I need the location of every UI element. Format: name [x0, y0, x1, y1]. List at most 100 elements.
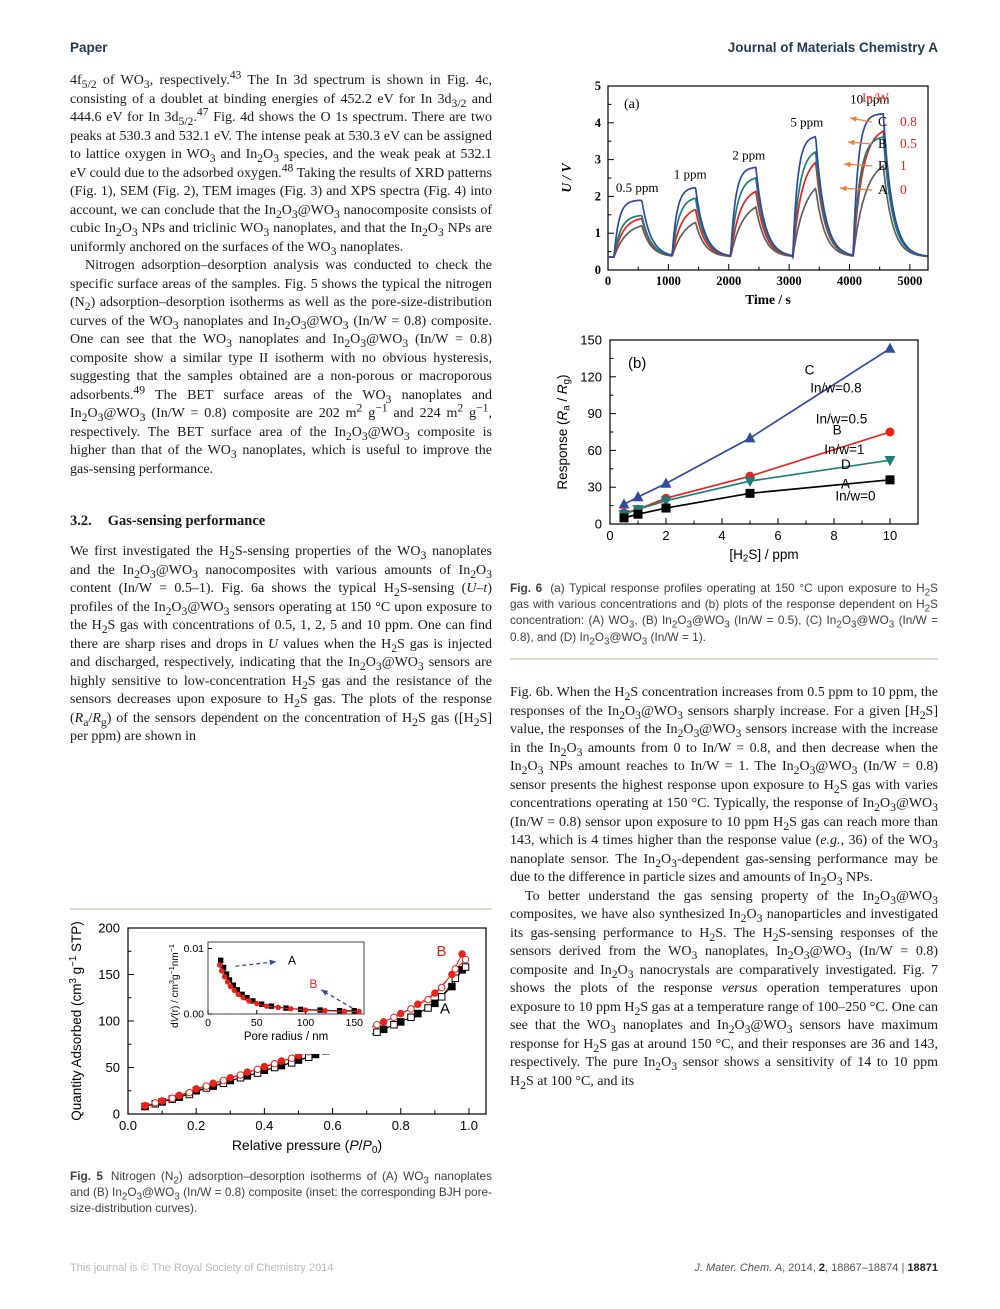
svg-text:C: C	[878, 114, 887, 129]
svg-text:0: 0	[595, 263, 601, 277]
svg-text:Time / s: Time / s	[745, 292, 791, 307]
svg-text:30: 30	[588, 480, 602, 495]
svg-text:50: 50	[106, 1060, 120, 1075]
footer-citation: J. Mater. Chem. A, 2014, 2, 18867–18874 …	[694, 1262, 938, 1274]
footer-journal-abbrev: J. Mater. Chem. A	[694, 1262, 783, 1274]
svg-text:B: B	[833, 422, 842, 437]
svg-text:0.00: 0.00	[184, 1009, 205, 1021]
svg-text:Relative pressure (P/P0): Relative pressure (P/P0)	[232, 1137, 382, 1156]
svg-text:D: D	[878, 158, 888, 173]
footer-volume: 2	[818, 1262, 825, 1274]
svg-text:1: 1	[595, 226, 601, 240]
section-heading: 3.2. Gas-sensing performance	[70, 513, 492, 530]
svg-text:A: A	[841, 476, 850, 491]
svg-text:Response (Ra / Rg): Response (Ra / Rg)	[555, 374, 573, 489]
svg-text:0.0: 0.0	[119, 1118, 137, 1133]
svg-text:B: B	[309, 977, 317, 991]
paragraph: Nitrogen adsorption–desorption analysis …	[70, 258, 493, 477]
svg-text:100: 100	[297, 1017, 315, 1029]
svg-text:B: B	[878, 136, 887, 151]
svg-text:150: 150	[98, 967, 120, 982]
figure-6-caption: Fig. 6 (a) Typical response profiles oper…	[510, 581, 939, 647]
svg-text:In/w=0.5: In/w=0.5	[816, 411, 867, 426]
svg-text:0: 0	[595, 517, 602, 532]
svg-text:90: 90	[588, 406, 602, 421]
svg-text:A: A	[440, 1001, 450, 1018]
svg-text:(a): (a)	[624, 97, 640, 112]
svg-text:D: D	[841, 457, 851, 472]
header-paper-type: Paper	[70, 40, 108, 55]
figure-5-chart: 0.0 0.2 0.4 0.6 0.8 1.0 0 50 100 150 200 Relative p…	[68, 921, 487, 1156]
svg-text:5: 5	[595, 79, 601, 93]
svg-text:A: A	[288, 953, 296, 967]
svg-text:1 ppm: 1 ppm	[674, 167, 707, 182]
footer-copyright: This journal is © The Royal Society of C…	[70, 1262, 334, 1274]
svg-text:1.0: 1.0	[460, 1118, 478, 1133]
svg-text:60: 60	[588, 443, 602, 458]
left-column: 4f5/2 of WO3, respectively.43 The In 3d …	[70, 68, 493, 747]
svg-text:1000: 1000	[656, 274, 681, 288]
svg-text:10: 10	[883, 528, 897, 543]
section-number: 3.2.	[70, 513, 92, 529]
svg-text:2 ppm: 2 ppm	[732, 148, 765, 163]
svg-text:0: 0	[113, 1107, 120, 1122]
svg-text:2000: 2000	[716, 274, 741, 288]
svg-text:In/w=0: In/w=0	[835, 489, 875, 504]
svg-text:1: 1	[900, 158, 907, 173]
svg-text:U / V: U / V	[559, 162, 574, 192]
svg-text:Quantity Adsorbed (cm3 g−1 STP: Quantity Adsorbed (cm3 g−1 STP)	[68, 921, 84, 1121]
svg-text:8: 8	[830, 528, 837, 543]
right-column: Fig. 6b. When the H2S concentration incr…	[510, 684, 938, 1091]
svg-text:150: 150	[580, 333, 602, 348]
paragraph: We first investigated the H2S-sensing pr…	[70, 544, 493, 744]
svg-text:100: 100	[98, 1014, 120, 1029]
header-journal-name: Journal of Materials Chemistry A	[727, 40, 938, 55]
svg-text:5000: 5000	[897, 274, 922, 288]
svg-text:4: 4	[595, 116, 602, 130]
figure-5-caption-label: Fig. 5	[70, 1169, 103, 1183]
svg-text:120: 120	[580, 369, 602, 384]
section-title: Gas-sensing performance	[107, 513, 266, 529]
figure-6b-chart: 0 2 4 6 8 10 0 30 60 90 120 150 [H2S] / ppm Response …	[555, 333, 919, 565]
svg-text:6: 6	[774, 528, 781, 543]
svg-text:0.5: 0.5	[900, 136, 917, 151]
svg-text:10 ppm: 10 ppm	[850, 92, 889, 107]
svg-text:0.5 ppm: 0.5 ppm	[616, 180, 659, 195]
paragraph: 4f5/2 of WO3, respectively.43 The In 3d …	[70, 68, 493, 258]
svg-text:0: 0	[605, 274, 611, 288]
svg-text:Pore radius / nm: Pore radius / nm	[244, 1031, 328, 1043]
paragraph: Fig. 6b. When the H2S concentration incr…	[510, 685, 939, 888]
svg-text:B: B	[437, 943, 447, 960]
svg-text:0: 0	[606, 528, 613, 543]
svg-text:150: 150	[345, 1017, 363, 1029]
svg-text:0.01: 0.01	[184, 943, 205, 955]
figure-separator-line	[70, 908, 492, 910]
svg-text:0.8: 0.8	[392, 1118, 410, 1133]
svg-text:(b): (b)	[628, 355, 646, 372]
figure-6-caption-label: Fig. 6	[510, 581, 543, 595]
svg-text:2: 2	[595, 189, 601, 203]
paragraph: To better understand the gas sensing pro…	[510, 888, 939, 1092]
svg-text:3000: 3000	[777, 274, 802, 288]
svg-text:C: C	[805, 362, 815, 377]
svg-text:0.6: 0.6	[324, 1118, 342, 1133]
svg-text:0.4: 0.4	[255, 1118, 273, 1133]
svg-text:200: 200	[98, 921, 120, 936]
footer-page-number: 18871	[907, 1262, 938, 1274]
svg-text:0: 0	[900, 182, 907, 197]
svg-text:[H2S] / ppm: [H2S] / ppm	[729, 547, 798, 565]
svg-text:In/w=1: In/w=1	[824, 442, 864, 457]
svg-text:5 ppm: 5 ppm	[790, 114, 823, 129]
figure-separator-line	[510, 658, 938, 660]
svg-text:dV(r) / cm3g−1nm−1: dV(r) / cm3g−1nm−1	[167, 944, 181, 1028]
svg-text:0: 0	[205, 1017, 211, 1029]
svg-text:0.2: 0.2	[187, 1118, 205, 1133]
svg-text:0.8: 0.8	[900, 114, 917, 129]
svg-text:4: 4	[718, 528, 725, 543]
svg-text:3: 3	[595, 153, 601, 167]
svg-text:2: 2	[662, 528, 669, 543]
svg-text:4000: 4000	[837, 274, 862, 288]
figure-6a-chart: 0 1000 2000 3000 4000 5000 0 1 2 3 4 5 Time / s U / V…	[559, 79, 929, 307]
svg-text:A: A	[878, 182, 888, 197]
